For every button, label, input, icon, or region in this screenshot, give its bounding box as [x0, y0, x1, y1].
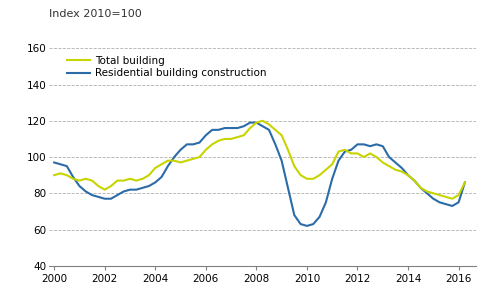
Line: Total building: Total building	[54, 121, 465, 199]
Total building	[178, 161, 184, 164]
Residential building construction	[462, 181, 468, 184]
Total building	[235, 135, 241, 139]
Residential building construction	[178, 148, 184, 152]
Residential building construction	[386, 155, 392, 159]
Residential building construction	[247, 121, 253, 124]
Total building	[380, 161, 386, 164]
Residential building construction	[51, 161, 57, 164]
Residential building construction	[152, 181, 158, 184]
Total building	[83, 177, 89, 181]
Total building	[51, 173, 57, 177]
Total building	[449, 197, 455, 201]
Total building	[228, 137, 234, 141]
Legend: Total building, Residential building construction: Total building, Residential building con…	[67, 56, 267, 78]
Text: Index 2010=100: Index 2010=100	[49, 9, 142, 19]
Residential building construction	[83, 190, 89, 193]
Residential building construction	[228, 126, 234, 130]
Total building	[260, 119, 266, 123]
Line: Residential building construction: Residential building construction	[54, 123, 465, 226]
Total building	[152, 166, 158, 170]
Residential building construction	[304, 224, 310, 228]
Total building	[462, 181, 468, 184]
Residential building construction	[235, 126, 241, 130]
